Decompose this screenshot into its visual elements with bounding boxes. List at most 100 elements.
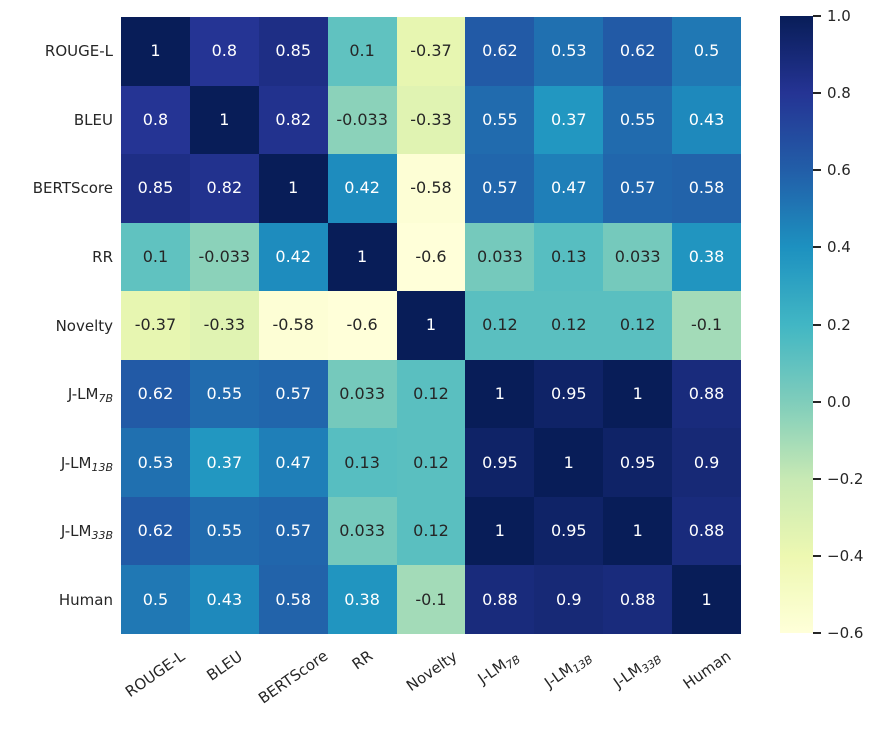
heatmap-cell-1-7: 0.55 bbox=[603, 85, 673, 155]
heatmap-cell-3-6: 0.13 bbox=[534, 222, 604, 292]
tick-label-text: ROUGE-L bbox=[44, 42, 113, 61]
colorbar-tick-label: −0.2 bbox=[827, 469, 864, 488]
x-tick-label-bertscore: BERTScore bbox=[255, 647, 331, 708]
tick-label-text: ROUGE-L bbox=[122, 646, 189, 701]
heatmap-cell-5-2: 0.57 bbox=[258, 359, 328, 429]
heatmap-cell-4-1: -0.33 bbox=[189, 291, 259, 360]
y-tick-label-bertscore: BERTScore bbox=[0, 178, 113, 198]
heatmap-cell-3-3: 1 bbox=[327, 222, 397, 292]
colorbar-tick-mark bbox=[813, 169, 821, 172]
heatmap-cell-0-4: -0.37 bbox=[396, 17, 466, 86]
tick-label-subscript: 7B bbox=[98, 392, 113, 406]
tick-label-text: Novelty bbox=[55, 316, 113, 335]
heatmap-cell-1-6: 0.37 bbox=[534, 85, 604, 155]
heatmap-cell-3-8: 0.38 bbox=[672, 222, 741, 292]
heatmap-cell-8-6: 0.9 bbox=[534, 565, 604, 634]
heatmap-cell-8-3: 0.38 bbox=[327, 565, 397, 634]
heatmap-cell-1-0: 0.8 bbox=[121, 85, 190, 155]
heatmap-cell-0-7: 0.62 bbox=[603, 17, 673, 86]
colorbar-tick-label: 1.0 bbox=[827, 7, 851, 25]
y-tick-label-novelty: Novelty bbox=[0, 316, 113, 336]
colorbar-tick-label: 0.4 bbox=[827, 238, 851, 257]
heatmap-cell-6-1: 0.37 bbox=[189, 428, 259, 497]
heatmap-cell-4-3: -0.6 bbox=[327, 291, 397, 360]
y-tick-label-rr: RR bbox=[0, 247, 113, 267]
tick-label-text: Novelty bbox=[402, 646, 460, 695]
heatmap-cell-0-1: 0.8 bbox=[189, 17, 259, 86]
colorbar-tick-label: −0.4 bbox=[827, 546, 864, 565]
tick-label-text: J-LM bbox=[67, 385, 99, 404]
heatmap-cell-8-8: 1 bbox=[672, 565, 741, 634]
heatmap-cell-4-5: 0.12 bbox=[465, 291, 535, 360]
heatmap-cell-7-7: 1 bbox=[603, 496, 673, 566]
x-tick-label-human: Human bbox=[679, 647, 734, 693]
heatmap-cell-0-0: 1 bbox=[121, 17, 190, 86]
heatmap-cell-5-8: 0.88 bbox=[672, 359, 741, 429]
heatmap-cell-2-2: 1 bbox=[258, 154, 328, 223]
heatmap-cell-5-6: 0.95 bbox=[534, 359, 604, 429]
heatmap-cell-1-1: 1 bbox=[189, 85, 259, 155]
heatmap-cell-2-5: 0.57 bbox=[465, 154, 535, 223]
heatmap-cell-8-1: 0.43 bbox=[189, 565, 259, 634]
colorbar-tick-mark bbox=[813, 92, 821, 95]
tick-label-text: BLEU bbox=[203, 646, 246, 685]
heatmap-cell-3-0: 0.1 bbox=[121, 222, 190, 292]
heatmap-cell-5-0: 0.62 bbox=[121, 359, 190, 429]
heatmap-cell-3-7: 0.033 bbox=[603, 222, 673, 292]
colorbar-tick-mark bbox=[813, 632, 821, 634]
x-tick-label-bleu: BLEU bbox=[203, 647, 245, 684]
heatmap-cell-2-4: -0.58 bbox=[396, 154, 466, 223]
tick-label-text: J-LM bbox=[60, 453, 92, 472]
heatmap-cell-0-8: 0.5 bbox=[672, 17, 741, 86]
heatmap-cell-7-2: 0.57 bbox=[258, 496, 328, 566]
heatmap-cell-0-5: 0.62 bbox=[465, 17, 535, 86]
y-tick-label-rouge-l: ROUGE-L bbox=[0, 41, 113, 61]
tick-label-text: J-LM bbox=[60, 522, 92, 541]
heatmap-cell-1-4: -0.33 bbox=[396, 85, 466, 155]
heatmap-cell-7-0: 0.62 bbox=[121, 496, 190, 566]
heatmap-cell-1-5: 0.55 bbox=[465, 85, 535, 155]
heatmap-cell-1-2: 0.82 bbox=[258, 85, 328, 155]
tick-label-text: BERTScore bbox=[32, 179, 113, 198]
y-tick-label-j-lm13B: J-LM13B bbox=[0, 453, 113, 474]
heatmap-cell-0-6: 0.53 bbox=[534, 17, 604, 86]
tick-label-subscript: 13B bbox=[91, 460, 113, 474]
heatmap-cell-7-5: 1 bbox=[465, 496, 535, 566]
colorbar-tick-label: −0.6 bbox=[827, 624, 864, 642]
heatmap-cell-0-3: 0.1 bbox=[327, 17, 397, 86]
heatmap-cell-6-4: 0.12 bbox=[396, 428, 466, 497]
tick-label-text: RR bbox=[92, 247, 113, 266]
heatmap-cell-7-8: 0.88 bbox=[672, 496, 741, 566]
heatmap-cell-3-2: 0.42 bbox=[258, 222, 328, 292]
heatmap-cell-4-0: -0.37 bbox=[121, 291, 190, 360]
tick-label-text: BERTScore bbox=[255, 646, 332, 708]
heatmap-cell-7-4: 0.12 bbox=[396, 496, 466, 566]
x-tick-label-j-lm7B: J-LM7B bbox=[475, 647, 525, 692]
heatmap-cell-6-8: 0.9 bbox=[672, 428, 741, 497]
tick-label-text: Human bbox=[58, 590, 113, 609]
heatmap-cell-6-7: 0.95 bbox=[603, 428, 673, 497]
colorbar-tick-mark bbox=[813, 554, 821, 557]
heatmap-cell-6-2: 0.47 bbox=[258, 428, 328, 497]
heatmap-cell-5-7: 1 bbox=[603, 359, 673, 429]
heatmap-cell-6-0: 0.53 bbox=[121, 428, 190, 497]
colorbar-tick-mark bbox=[813, 246, 821, 249]
heatmap-cell-7-6: 0.95 bbox=[534, 496, 604, 566]
heatmap-cell-1-8: 0.43 bbox=[672, 85, 741, 155]
x-tick-label-j-lm13B: J-LM13B bbox=[541, 647, 597, 696]
y-tick-label-j-lm33B: J-LM33B bbox=[0, 521, 113, 542]
colorbar-tick-label: 0.6 bbox=[827, 161, 851, 180]
heatmap-cell-0-2: 0.85 bbox=[258, 17, 328, 86]
heatmap-cell-6-3: 0.13 bbox=[327, 428, 397, 497]
heatmap-cell-5-3: 0.033 bbox=[327, 359, 397, 429]
y-tick-label-human: Human bbox=[0, 590, 113, 610]
x-tick-label-novelty: Novelty bbox=[403, 647, 460, 695]
heatmap-cell-4-2: -0.58 bbox=[258, 291, 328, 360]
heatmap-cell-2-1: 0.82 bbox=[189, 154, 259, 223]
colorbar-tick-label: 0.2 bbox=[827, 315, 851, 334]
y-tick-label-bleu: BLEU bbox=[0, 110, 113, 130]
x-tick-label-j-lm33B: J-LM33B bbox=[610, 647, 666, 696]
heatmap-cell-4-7: 0.12 bbox=[603, 291, 673, 360]
colorbar-tick-mark bbox=[813, 477, 821, 480]
